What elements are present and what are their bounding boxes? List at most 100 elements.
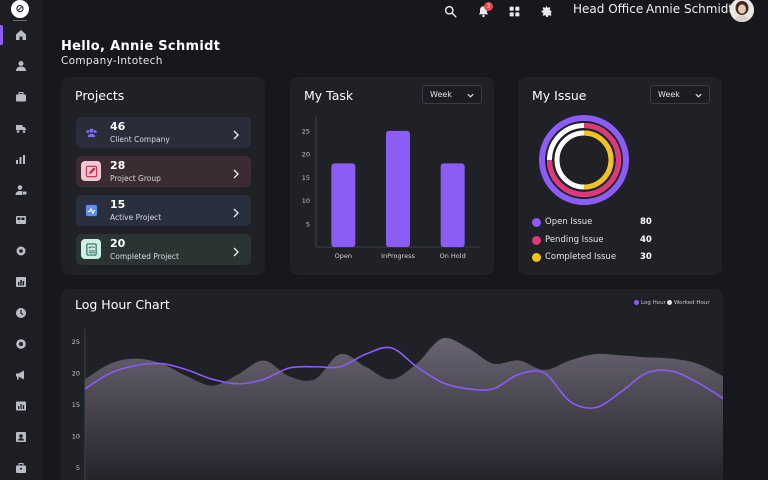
chevron-down-icon [467, 93, 474, 98]
sidebar-item-settings[interactable] [0, 239, 42, 263]
sidebar-item-grid[interactable] [0, 208, 42, 232]
task-period-dropdown[interactable]: Week [422, 85, 482, 104]
y-tick-label: 5 [76, 464, 80, 472]
project-count: 20 [110, 237, 126, 250]
ring-pending-issue [547, 123, 621, 197]
project-count: 15 [110, 198, 126, 211]
briefcase-icon [16, 91, 26, 102]
legend-value: 40 [640, 234, 652, 245]
issue-legend-open-issue: Open Issue 80 [532, 217, 652, 229]
notification-badge: 3 [484, 2, 493, 11]
user-lock-icon [15, 184, 27, 195]
legend-label: Open Issue [545, 217, 593, 227]
legend-label: Pending Issue [545, 234, 604, 245]
project-count: 46 [110, 120, 126, 133]
activity-icon [81, 200, 101, 220]
ring-completed-issue [583, 130, 614, 190]
project-label: Project Group [110, 174, 161, 183]
project-row-active-project[interactable]: 15 Active Project [76, 195, 251, 226]
clock-icon [16, 308, 26, 319]
megaphone-icon [16, 370, 24, 380]
log-hour-card: Log Hour Chart Log Hour Worked Hour 5 10 1… [61, 289, 723, 480]
report-icon [16, 401, 26, 411]
home-icon [16, 30, 26, 40]
chart-icon [16, 154, 25, 164]
issue-legend-completed-issue: Completed Issue 30 [532, 252, 652, 264]
y-tick-label: 20 [302, 151, 310, 159]
sidebar-item-briefcase-alt[interactable] [0, 456, 42, 480]
bar-inprogress [386, 130, 410, 247]
bar-chart-icon [16, 277, 26, 288]
sidebar-item-clock[interactable] [0, 301, 42, 325]
truck-icon [16, 124, 26, 133]
chevron-right-icon [230, 165, 242, 179]
sidebar-item-contact[interactable] [0, 425, 42, 449]
users-icon [81, 122, 101, 142]
my-task-card: My Task Week 5 10 15 20 25 Open InProgress On H… [290, 77, 494, 275]
y-tick-label: 10 [302, 197, 310, 205]
app-logo-icon[interactable]: ⊘ [11, 0, 29, 18]
edit-icon [81, 161, 101, 181]
sidebar-item-user[interactable] [0, 54, 42, 78]
avatar[interactable] [730, 0, 754, 22]
contact-icon [16, 431, 26, 442]
worked-hour-area [85, 337, 723, 480]
project-row-completed-project[interactable]: 20 Completed Project [76, 234, 251, 265]
grid-icon [16, 216, 26, 225]
y-tick-label: 15 [72, 401, 80, 409]
chevron-down-icon [695, 93, 702, 98]
project-label: Active Project [110, 213, 162, 222]
user-name[interactable]: Annie Schmidt [646, 2, 734, 16]
sidebar-item-truck[interactable] [0, 116, 42, 140]
sidebar-item-report[interactable] [0, 394, 42, 418]
task-bar-chart: 5 10 15 20 25 Open InProgress On Hold [302, 117, 480, 260]
sidebar-item-user-lock[interactable] [0, 178, 42, 202]
sidebar: ⊘ [0, 0, 42, 480]
ring-open-issue [539, 115, 629, 205]
issue-period-dropdown[interactable]: Week [650, 85, 710, 104]
log-hour-title: Log Hour Chart [75, 297, 170, 312]
legend-value: 80 [640, 217, 652, 227]
y-tick-label: 10 [72, 432, 80, 440]
settings-gear-icon[interactable] [538, 3, 554, 19]
projects-card: Projects 46 Client Company 28 Project Group… [61, 77, 265, 275]
notification-bell-icon[interactable]: 3 [475, 2, 493, 19]
sidebar-item-home[interactable] [0, 23, 42, 47]
legend-log-hour-label: Log Hour [641, 300, 666, 306]
y-tick-label: 5 [306, 220, 310, 228]
projects-title: Projects [75, 88, 125, 103]
task-period-value: Week [430, 90, 452, 99]
search-icon[interactable] [442, 3, 458, 19]
office-selector[interactable]: Head Office [573, 2, 644, 16]
y-tick-label: 15 [302, 174, 310, 182]
sidebar-item-gear[interactable] [0, 332, 42, 356]
sidebar-item-briefcase[interactable] [0, 85, 42, 109]
project-row-client-company[interactable]: 46 Client Company [76, 117, 251, 148]
chevron-right-icon [230, 204, 242, 218]
chevron-right-icon [230, 243, 242, 257]
apps-grid-icon[interactable] [506, 3, 522, 19]
project-row-project-group[interactable]: 28 Project Group [76, 156, 251, 187]
sidebar-item-bar-chart[interactable] [0, 270, 42, 294]
sidebar-item-megaphone[interactable] [0, 363, 42, 387]
logo-divider [13, 20, 27, 21]
project-label: Completed Project [110, 252, 179, 261]
bar-on-hold [440, 163, 465, 247]
sidebar-item-chart[interactable] [0, 147, 42, 171]
chevron-right-icon [230, 126, 242, 140]
page-title: Hello, Annie Schmidt [61, 39, 221, 54]
gear-icon [16, 339, 26, 349]
y-tick-label: 25 [302, 127, 310, 135]
x-tick-label: Open [335, 252, 352, 260]
legend-value: 30 [640, 252, 652, 262]
y-tick-label: 20 [72, 370, 80, 378]
my-issue-title: My Issue [532, 88, 587, 103]
top-bar: 3 Head Office Annie Schmidt [42, 0, 768, 24]
x-tick-label: On Hold [440, 252, 466, 260]
legend-dot [532, 253, 541, 262]
my-task-title: My Task [304, 88, 354, 103]
legend-dot [532, 218, 541, 227]
my-issue-card: My Issue Week Open Issue 80 Pending Issue 4… [518, 77, 722, 275]
user-icon [16, 60, 26, 71]
issue-legend-pending-issue: Pending Issue 40 [532, 235, 652, 247]
